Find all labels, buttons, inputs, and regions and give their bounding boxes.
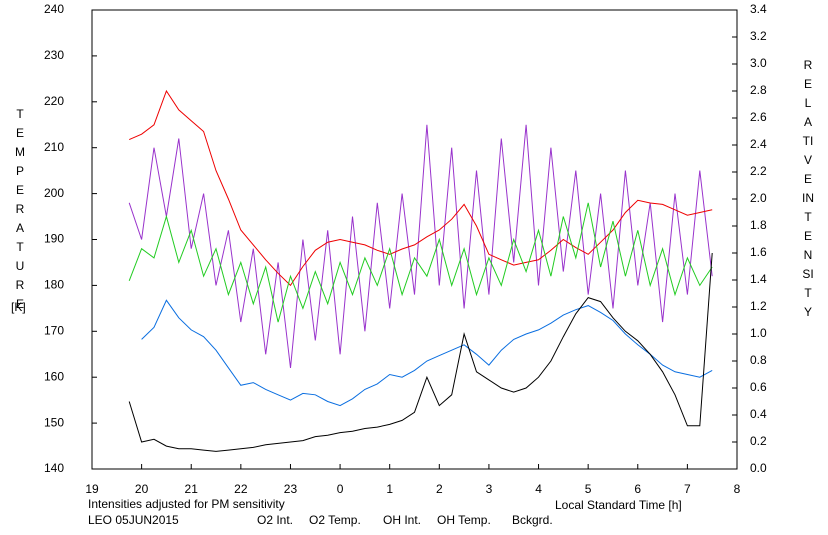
y2-tick-label: 1.2: [750, 299, 767, 313]
series-line: [129, 89, 713, 287]
y2-tick-label: 2.8: [750, 83, 767, 97]
y2-tick-label: 0.2: [750, 434, 767, 448]
x-tick-label: 19: [85, 482, 99, 496]
x-tick-label: 8: [734, 482, 741, 496]
y2-tick-label: 1.6: [750, 245, 767, 259]
series-line: [128, 124, 713, 369]
x-tick-label: 22: [234, 482, 248, 496]
y2-tick-label: 2.0: [750, 191, 767, 205]
y-tick-label: 210: [44, 140, 64, 154]
legend-entry: Bckgrd.: [512, 513, 553, 527]
x-tick-label: 6: [634, 482, 641, 496]
y-tick-label: 200: [44, 186, 64, 200]
x-tick-label: 7: [684, 482, 691, 496]
legend-entry: OH Temp.: [437, 513, 491, 527]
series-line: [141, 299, 713, 407]
y-tick-label: 240: [44, 2, 64, 16]
y2-tick-label: 3.0: [750, 56, 767, 70]
y-tick-label: 160: [44, 369, 64, 383]
legend-entry: O2 Int.: [257, 513, 293, 527]
x-axis-label: Local Standard Time [h]: [555, 498, 682, 512]
y-axis-label: TEMPERATURE: [15, 107, 25, 311]
legend-entry: OH Int.: [383, 513, 421, 527]
y-axis-unit: [K]: [11, 300, 26, 314]
x-tick-label: 23: [284, 482, 298, 496]
y-tick-label: 140: [44, 461, 64, 475]
y-tick-label: 230: [44, 48, 64, 62]
y2-tick-label: 0.4: [750, 407, 767, 421]
series-line: [128, 202, 713, 323]
x-tick-label: 0: [337, 482, 344, 496]
y2-tick-label: 3.2: [750, 29, 767, 43]
x-tick-label: 5: [585, 482, 592, 496]
y2-tick-label: 0.8: [750, 353, 767, 367]
x-tick-label: 1: [386, 482, 393, 496]
x-tick-label: 3: [486, 482, 493, 496]
y-tick-label: 170: [44, 323, 64, 337]
note: Intensities adjusted for PM sensitivity: [88, 497, 285, 511]
series-line: [128, 252, 713, 452]
y2-tick-label: 1.0: [750, 326, 767, 340]
x-tick-label: 4: [535, 482, 542, 496]
y2-tick-label: 3.4: [750, 2, 767, 16]
x-tick-label: 20: [135, 482, 149, 496]
y-tick-label: 150: [44, 415, 64, 429]
y2-tick-label: 2.4: [750, 137, 767, 151]
y2-axis-label: RELATIVE INTENSITY: [802, 58, 814, 319]
y2-tick-label: 0.0: [750, 461, 767, 475]
y2-tick-label: 0.6: [750, 380, 767, 394]
y-tick-label: 220: [44, 94, 64, 108]
caption: LEO 05JUN2015: [88, 513, 179, 527]
x-tick-label: 21: [185, 482, 199, 496]
y2-tick-label: 2.2: [750, 164, 767, 178]
y2-tick-label: 1.4: [750, 272, 767, 286]
legend-entry: O2 Temp.: [309, 513, 361, 527]
y2-tick-label: 2.6: [750, 110, 767, 124]
y-tick-label: 180: [44, 278, 64, 292]
y2-tick-label: 1.8: [750, 218, 767, 232]
x-tick-label: 2: [436, 482, 443, 496]
y-tick-label: 190: [44, 232, 64, 246]
